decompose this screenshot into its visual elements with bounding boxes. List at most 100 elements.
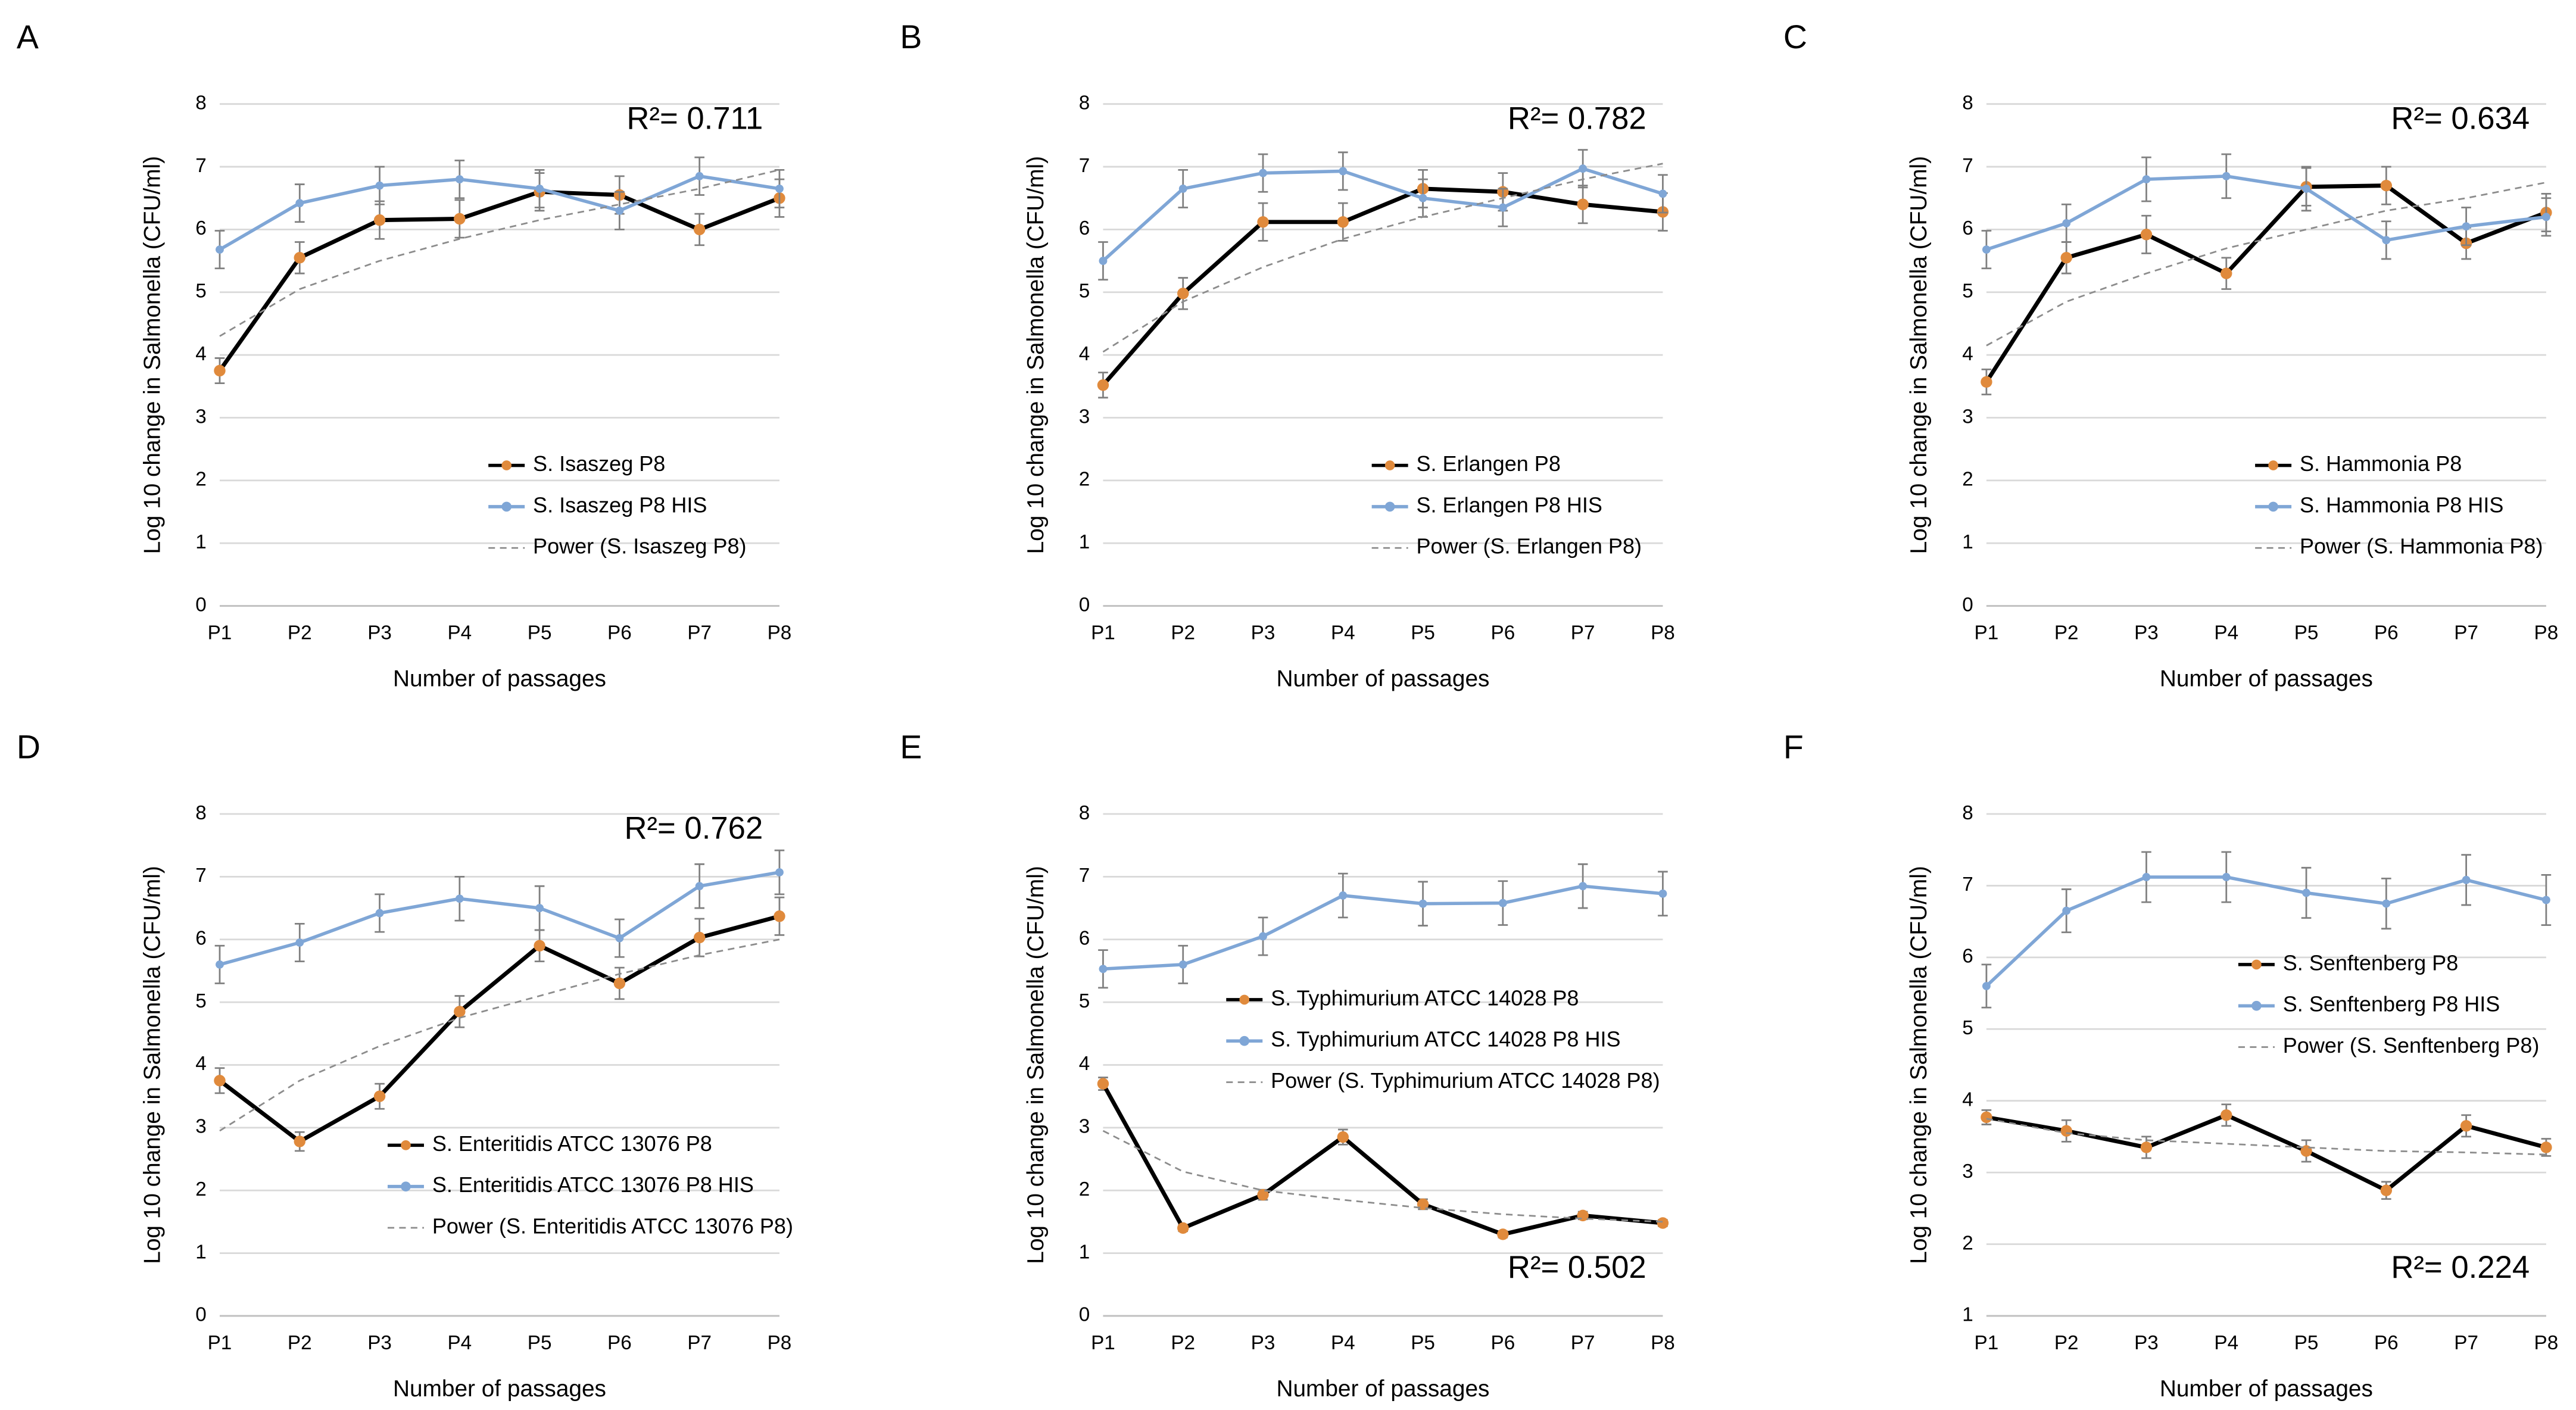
series-line: [219, 871, 780, 966]
panel-letter: D: [17, 729, 40, 766]
point: [1177, 288, 1189, 300]
legend-marker: [2251, 1000, 2262, 1011]
chart-panel: F 1 2 3 4 5 6 7 8 P1 P2 P3 P4 P5 P6 P7 P8 Number of passa…: [1783, 729, 2558, 1402]
point: [1337, 216, 1349, 228]
x-tick-label: P2: [1171, 622, 1195, 644]
legend-marker: [1384, 460, 1395, 470]
legend-marker: [1384, 501, 1395, 512]
y-tick-label: 3: [195, 1116, 207, 1138]
legend-label: S. Senftenberg P8: [2283, 950, 2458, 975]
x-tick-label: P7: [687, 622, 712, 644]
x-tick-label: P8: [2534, 622, 2559, 644]
point: [1099, 965, 1108, 974]
series-line: [1101, 186, 1663, 387]
point: [2060, 1125, 2072, 1137]
point: [1097, 1078, 1109, 1090]
y-tick-label: 5: [195, 280, 207, 302]
x-tick-label: P1: [1091, 622, 1115, 644]
panel-letter: E: [900, 729, 922, 766]
x-tick-label: P1: [208, 1332, 232, 1354]
panel-letter: A: [17, 18, 39, 55]
x-tick-label: P4: [1331, 622, 1355, 644]
point: [295, 938, 304, 947]
legend-marker: [2251, 959, 2262, 970]
point: [294, 1136, 305, 1147]
point: [2221, 267, 2232, 279]
point: [2140, 1141, 2153, 1153]
legend-marker: [1239, 1035, 1250, 1046]
legend-label: S. Hammonia P8 HIS: [2300, 492, 2503, 517]
y-tick-label: 6: [195, 928, 207, 950]
point: [2460, 1120, 2472, 1132]
x-tick-label: P2: [288, 622, 312, 644]
point: [2221, 1109, 2232, 1121]
x-tick-label: P8: [1651, 1332, 1675, 1354]
point: [535, 904, 544, 912]
series-line: [1986, 174, 2547, 251]
point: [1981, 1111, 1992, 1124]
x-tick-label: P4: [2214, 622, 2238, 644]
point: [454, 213, 466, 225]
point: [1982, 245, 1991, 254]
x-tick-label: P7: [687, 1332, 712, 1354]
legend-label: Power (S. Hammonia P8): [2300, 534, 2543, 559]
r-squared-annotation: R²= 0.782: [1508, 101, 1646, 136]
point: [375, 181, 384, 190]
point: [214, 1075, 226, 1087]
y-tick-label: 0: [195, 1304, 207, 1326]
point: [1982, 982, 1991, 990]
y-tick-label: 3: [1079, 405, 1090, 428]
point: [775, 185, 784, 193]
y-tick-label: 4: [1962, 343, 1973, 365]
trend-line: [1986, 182, 2547, 347]
y-axis-label: Log 10 change in Salmonella (CFU/ml): [1906, 866, 1932, 1264]
trend-line: [1102, 163, 1663, 353]
legend-label: S. Enteritidis ATCC 13076 P8: [432, 1131, 712, 1156]
point: [2140, 229, 2153, 241]
panel-letter: F: [1783, 729, 1804, 766]
x-tick-label: P5: [1411, 1332, 1435, 1354]
x-tick-label: P6: [1491, 622, 1515, 644]
series-line: [1984, 183, 2547, 383]
x-tick-label: P5: [528, 1332, 552, 1354]
y-tick-label: 7: [1079, 155, 1090, 177]
y-tick-label: 4: [195, 1053, 207, 1075]
point: [1099, 257, 1108, 266]
x-tick-label: P8: [1651, 622, 1675, 644]
legend-label: S. Erlangen P8: [1417, 451, 1561, 476]
y-tick-label: 5: [195, 990, 207, 1012]
x-tick-label: P6: [607, 1332, 632, 1354]
y-tick-label: 2: [1079, 1178, 1090, 1200]
y-tick-label: 4: [195, 343, 207, 365]
y-tick-label: 7: [195, 155, 207, 177]
point: [1579, 164, 1588, 173]
point: [216, 960, 224, 969]
x-tick-label: P6: [2374, 622, 2399, 644]
y-tick-label: 8: [195, 92, 207, 114]
x-tick-label: P3: [367, 622, 392, 644]
x-axis-label: Number of passages: [393, 1376, 606, 1402]
x-tick-label: P5: [528, 622, 552, 644]
legend-label: S. Hammonia P8: [2300, 451, 2462, 476]
y-tick-label: 2: [1079, 469, 1090, 491]
y-tick-label: 6: [1962, 946, 1973, 968]
y-tick-label: 3: [1962, 1161, 1973, 1183]
y-tick-label: 8: [1079, 802, 1090, 824]
legend-marker: [2268, 501, 2278, 512]
x-tick-label: P3: [1251, 1332, 1275, 1354]
legend-label: S. Senftenberg P8 HIS: [2283, 992, 2500, 1016]
point: [2462, 875, 2471, 884]
legend-marker: [1239, 994, 1250, 1005]
point: [1418, 194, 1427, 202]
y-tick-label: 2: [195, 1178, 207, 1200]
point: [693, 931, 706, 944]
x-tick-label: P2: [2054, 622, 2079, 644]
legend-label: S. Isaszeg P8: [533, 451, 665, 476]
point: [2062, 906, 2071, 915]
x-axis-label: Number of passages: [1276, 1376, 1489, 1402]
x-tick-label: P1: [1975, 622, 1999, 644]
x-tick-label: P2: [1171, 1332, 1195, 1354]
panel-letter: C: [1783, 18, 1807, 55]
point: [1418, 899, 1427, 908]
